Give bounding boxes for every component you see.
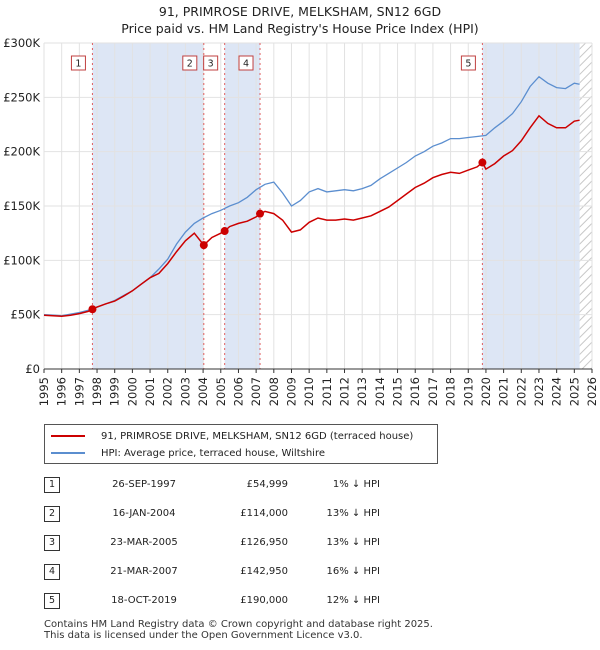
sale-label-text: 4 [243,59,249,70]
x-tick-label: 1995 [37,377,51,406]
chart-title-line1: 91, PRIMROSE DRIVE, MELKSHAM, SN12 6GD [158,4,442,19]
x-tick-label: 1996 [55,377,69,406]
sale-date: 18-OCT-2019 [111,595,177,606]
x-tick-label: 2023 [532,377,546,406]
sale-date: 16-JAN-2004 [112,508,176,519]
sale-price: £54,999 [246,479,288,490]
y-tick-label: £300K [3,36,40,50]
footer: Contains HM Land Registry data © Crown c… [44,619,433,641]
sale-price: £190,000 [240,595,288,606]
sale-label-box [182,55,198,71]
sale-hpi-diff: 13% ↓ HPI [326,537,380,548]
sale-number: 4 [44,563,60,580]
price-chart: 1 2 3 4 5 £0 £50K £100K £150K £200K £250K £300K 199… [3,36,599,406]
x-tick-label: 2006 [231,377,245,406]
sale-hpi-diff: 16% ↓ HPI [326,566,380,577]
sale-label-text: 2 [187,59,193,70]
sale-number: 1 [44,476,60,493]
table-row: 5 18-OCT-2019 £190,000 12% ↓ HPI [44,586,380,615]
y-tick-label: £100K [3,253,40,267]
x-tick-label: 2013 [355,377,369,406]
x-tick-label: 2019 [461,377,475,406]
footer-licence: This data is licensed under the Open Gov… [44,630,363,641]
x-tick-label: 2012 [338,377,352,406]
x-tick-label: 2003 [178,377,192,406]
chart-title-line2: Price paid vs. HM Land Registry's House … [121,21,479,36]
x-tick-label: 1997 [72,377,86,406]
sale-label-box [238,55,254,71]
sale-label-box [70,55,86,71]
sale-point [88,305,97,314]
legend-swatch-property [51,435,85,437]
sale-hpi-diff: 12% ↓ HPI [326,595,380,606]
sale-hpi-diff: 13% ↓ HPI [326,508,380,519]
x-tick-label: 2008 [267,377,281,406]
x-tick-label: 2017 [426,377,440,406]
property-series-line [43,114,580,318]
sale-point [199,241,208,250]
table-row: 3 23-MAR-2005 £126,950 13% ↓ HPI [44,528,380,557]
x-tick-label: 2000 [125,377,139,406]
footer-copyright: Contains HM Land Registry data © Crown c… [44,619,433,630]
x-tick-label: 2009 [284,377,298,406]
x-tick-label: 2011 [320,377,334,406]
legend-label-hpi: HPI: Average price, terraced house, Wilt… [101,447,325,459]
x-tick-label: 2016 [408,377,422,406]
sale-date: 21-MAR-2007 [110,566,178,577]
sale-price: £114,000 [240,508,288,519]
legend-item-property: 91, PRIMROSE DRIVE, MELKSHAM, SN12 6GD (… [51,428,413,444]
sale-label-box [460,55,476,71]
sale-label-text: 5 [465,59,471,70]
sales-table: 1 26-SEP-1997 £54,999 1% ↓ HPI 2 16-JAN-… [44,470,380,615]
y-tick-label: £200K [3,145,40,159]
x-tick-label: 2002 [161,377,175,406]
x-tick-label: 1998 [90,377,104,406]
x-tick-label: 2015 [391,377,405,406]
sale-date: 23-MAR-2005 [110,537,178,548]
x-tick-label: 2025 [567,377,581,406]
legend: 91, PRIMROSE DRIVE, MELKSHAM, SN12 6GD (… [44,424,438,464]
table-row: 4 21-MAR-2007 £142,950 16% ↓ HPI [44,557,380,586]
sale-date: 26-SEP-1997 [112,479,176,490]
x-tick-label: 1999 [108,377,122,406]
sale-label-box [203,55,219,71]
table-row: 1 26-SEP-1997 £54,999 1% ↓ HPI [44,470,380,499]
x-tick-label: 2022 [514,377,528,406]
legend-item-hpi: HPI: Average price, terraced house, Wilt… [51,445,325,461]
sale-hpi-diff: 1% ↓ HPI [332,479,380,490]
x-tick-label: 2001 [143,377,157,406]
y-tick-label: £0 [25,362,40,376]
x-tick-label: 2024 [550,377,564,406]
x-tick-label: 2020 [479,377,493,406]
x-tick-label: 2014 [373,377,387,406]
x-tick-label: 2005 [214,377,228,406]
y-tick-label: £150K [3,199,40,213]
x-tick-label: 2021 [497,377,511,406]
sale-number: 5 [44,592,60,609]
x-tick-label: 2004 [196,377,210,406]
sale-point [478,158,487,167]
y-tick-label: £50K [11,308,41,322]
x-tick-label: 2018 [444,377,458,406]
sale-price: £142,950 [240,566,288,577]
sale-price: £126,950 [240,537,288,548]
sale-point [220,227,229,236]
sale-point [256,209,265,218]
x-tick-label: 2026 [585,377,599,406]
x-tick-label: 2007 [249,377,263,406]
legend-swatch-hpi [51,452,85,454]
sale-number: 2 [44,505,60,522]
sale-number: 3 [44,534,60,551]
sale-label-text: 3 [208,59,214,70]
y-tick-label: £250K [3,90,40,104]
legend-label-property: 91, PRIMROSE DRIVE, MELKSHAM, SN12 6GD (… [101,430,414,442]
x-tick-label: 2010 [302,377,316,406]
sale-label-text: 1 [75,59,81,70]
table-row: 2 16-JAN-2004 £114,000 13% ↓ HPI [44,499,380,528]
